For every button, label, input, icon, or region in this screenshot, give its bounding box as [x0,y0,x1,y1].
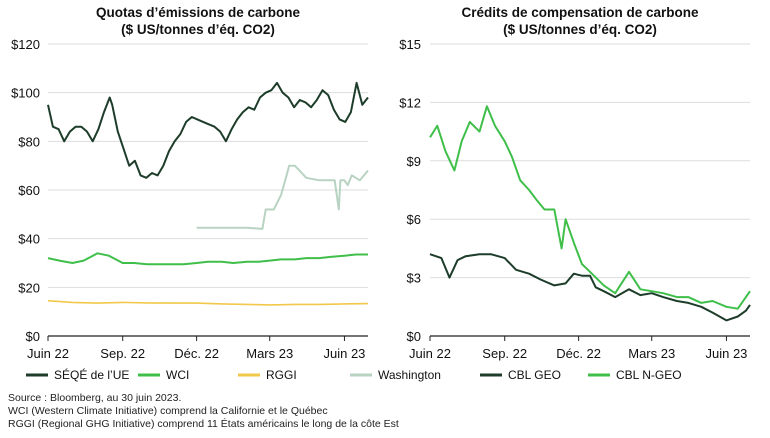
chart-left-grid [48,43,368,337]
x-tick-label: Juin 23 [323,346,365,361]
series-line-2 [47,252,368,266]
y-tick-label: $80 [18,134,40,149]
legend-label: CBL N-GEO [616,368,682,382]
series-line-4 [196,164,369,230]
x-tick-label: Juin 22 [409,346,451,361]
series-line-2 [429,105,751,310]
x-tick-label: Sep. 22 [100,346,145,361]
chart-left-y-ticks: $0 $20 $40 $60 $80 $100 $120 [11,37,40,344]
y-tick-label: $15 [399,37,421,52]
series-line-1 [47,81,369,179]
chart-right-title-line1: Crédits de compensation de carbone [461,5,699,20]
chart-left-title-line2: ($ US/tonnes d’éq. CO2) [121,22,275,37]
y-tick-label: $0 [407,329,421,344]
footnote-rggi: RGGI (Regional GHG Initiative) comprend … [8,417,399,430]
chart-right-y-ticks: $0 $3 $6 $9 $12 $15 [399,37,421,344]
y-tick-label: $3 [407,271,421,286]
footnote-source: Source : Bloomberg, au 30 juin 2023. [8,392,181,404]
chart-right-title-line2: ($ US/tonnes d’éq. CO2) [503,22,657,37]
series-line-3 [47,299,369,306]
x-tick-label: Déc. 22 [556,346,601,361]
legend-label: WCI [166,368,189,382]
chart-right-grid [430,43,750,337]
x-tick-label: Mars 23 [628,346,675,361]
chart-left-x-ticks: Juin 22 Sep. 22 Déc. 22 Mars 23 Juin 23 [27,336,365,361]
y-tick-label: $20 [18,280,40,295]
chart-right-series [429,105,751,322]
chart-right-legend: CBL GEO CBL N-GEO [480,368,682,382]
y-tick-label: $60 [18,183,40,198]
x-tick-label: Déc. 22 [174,346,219,361]
chart-right: Crédits de compensation de carbone ($ US… [399,5,751,382]
x-tick-label: Juin 22 [27,346,69,361]
y-tick-label: $6 [407,212,421,227]
y-tick-label: $12 [399,95,421,110]
footnote-wci: WCI (Western Climate Initiative) compren… [8,405,328,417]
y-tick-label: $9 [407,154,421,169]
legend-label: Washington [378,368,441,382]
chart-left: Quotas d’émissions de carbone ($ US/tonn… [11,5,441,382]
legend-label: CBL GEO [508,368,561,382]
footnotes: Source : Bloomberg, au 30 juin 2023. WCI… [8,392,399,430]
x-tick-label: Sep. 22 [482,346,527,361]
x-tick-label: Juin 23 [705,346,747,361]
x-tick-label: Mars 23 [246,346,293,361]
legend-label: RGGI [266,368,297,382]
chart-right-x-ticks: Juin 22 Sep. 22 Déc. 22 Mars 23 Juin 23 [409,336,747,361]
y-tick-label: $0 [26,329,40,344]
chart-left-title-line1: Quotas d’émissions de carbone [96,5,301,20]
series-line-1 [429,253,751,322]
y-tick-label: $40 [18,232,40,247]
y-tick-label: $100 [11,86,40,101]
chart-left-legend: SÉQÉ de l’UE WCI RGGI Washington [26,367,441,382]
legend-label: SÉQÉ de l’UE [54,367,129,382]
y-tick-label: $120 [11,37,40,52]
chart-left-series [47,81,369,306]
